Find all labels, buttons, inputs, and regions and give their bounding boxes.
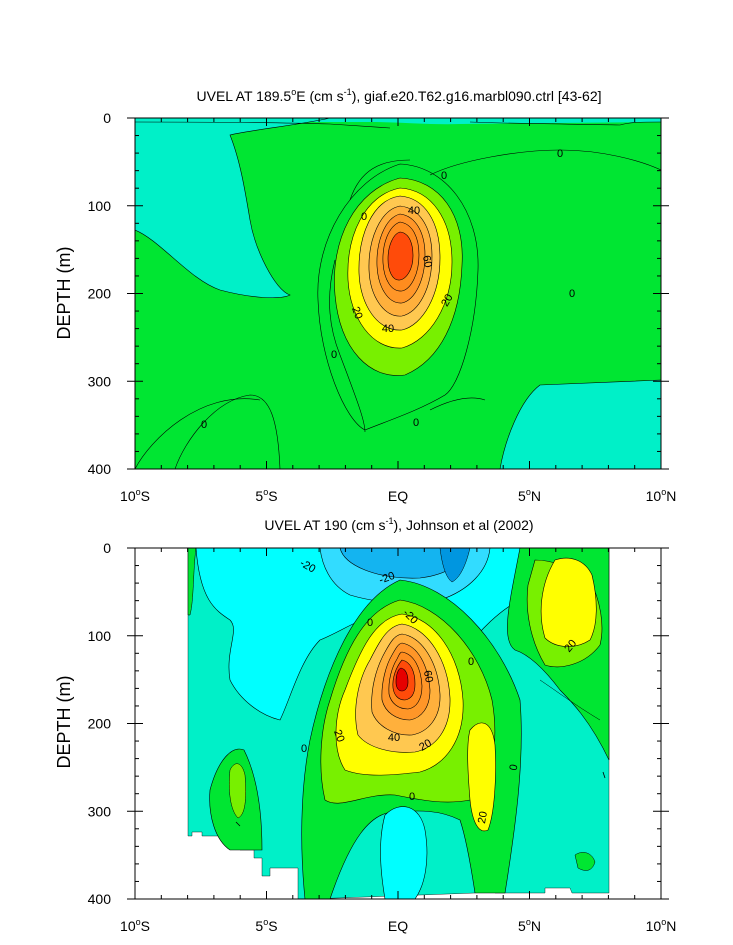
panel-2: UVEL AT 190 (cm s-1), Johnson et al (200… — [54, 516, 676, 934]
y-tick-label: 100 — [88, 198, 112, 214]
y-tick-label: 200 — [88, 716, 112, 732]
x-tick-label: 5oS — [255, 487, 277, 504]
y-tick-label: 300 — [88, 373, 112, 389]
panel-1-title: UVEL AT 189.5oE (cm s-1), giaf.e20.T62.g… — [197, 87, 602, 104]
y-tick-label: 100 — [88, 628, 112, 644]
p1-fill-sw — [174, 394, 281, 469]
p1-clabel: 0 — [413, 417, 419, 429]
p1-clabel: 0 — [331, 349, 337, 361]
x-tick-label: 5oN — [518, 917, 541, 934]
x-tick-label: 10oN — [646, 917, 677, 934]
p1-jet-70 — [387, 231, 414, 281]
p1-clabel: 0 — [441, 170, 447, 182]
p1-clabel: 40 — [408, 205, 420, 217]
x-tick-label: 5oN — [518, 487, 541, 504]
x-tick-label: 5oS — [255, 917, 277, 934]
p1-fill-west — [135, 118, 331, 299]
y-tick-label: 400 — [88, 461, 112, 477]
p2-clabel: 0 — [468, 656, 474, 668]
panel-2-contours — [135, 548, 661, 899]
panel-1-contours — [135, 118, 661, 469]
panel-1-ylabel: DEPTH (m) — [54, 247, 74, 340]
x-tick-label: EQ — [388, 918, 408, 934]
x-tick-label: 10oS — [120, 487, 150, 504]
p2-clabel: 20 — [417, 737, 434, 754]
p1-clabel: 20 — [349, 305, 364, 321]
panel-2-ylabel: DEPTH (m) — [54, 676, 74, 769]
x-tick-label: 10oN — [646, 487, 677, 504]
p2-clabel: 0 — [508, 763, 521, 771]
x-tick-label: 10oS — [120, 917, 150, 934]
p2-clabel: 20 — [331, 728, 346, 744]
p1-clabel: 0 — [569, 288, 575, 300]
y-tick-label: 200 — [88, 286, 112, 302]
p2-clabel: 60 — [421, 669, 435, 683]
panel-2-title: UVEL AT 190 (cm s-1), Johnson et al (200… — [264, 516, 533, 533]
p2-clabel: 0 — [409, 791, 415, 803]
p1-clabel: 0 — [201, 419, 207, 431]
p2-clabel: 20 — [476, 810, 490, 824]
p1-clabel: 40 — [382, 323, 394, 335]
p1-clabel: 0 — [557, 148, 563, 160]
p2-clabel: 0 — [367, 617, 373, 629]
p2-clabel: 40 — [388, 732, 400, 744]
y-tick-label: 0 — [103, 540, 111, 556]
x-tick-label: EQ — [388, 488, 408, 504]
p1-clabel: 60 — [420, 254, 434, 268]
y-tick-label: 300 — [88, 803, 112, 819]
p1-clabel: 20 — [439, 292, 456, 309]
y-tick-label: 0 — [103, 110, 111, 126]
y-tick-label: 400 — [88, 891, 112, 907]
panel-1: UVEL AT 189.5oE (cm s-1), giaf.e20.T62.g… — [54, 87, 676, 504]
p1-clabel: 0 — [361, 211, 367, 223]
p2-clabel: -20 — [377, 570, 396, 587]
p2-jet-80 — [395, 667, 409, 692]
panel-1-contour-labels: 0 0 0 0 0 0 0 40 60 20 20 40 — [201, 148, 575, 431]
p2-clabel: 0 — [301, 743, 307, 755]
